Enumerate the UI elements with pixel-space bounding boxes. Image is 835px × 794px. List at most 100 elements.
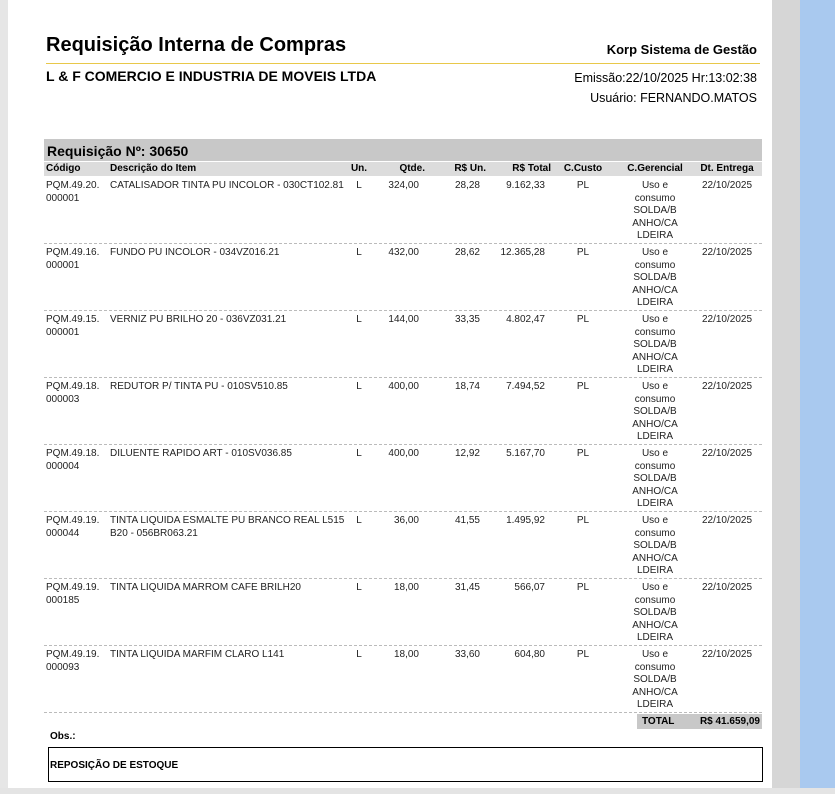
delivery-date: 22/10/2025 xyxy=(701,381,753,392)
system-name: Korp Sistema de Gestão xyxy=(606,42,757,57)
unit-price: 41,55 xyxy=(454,515,480,526)
column-header: C.Custo xyxy=(563,163,603,174)
quantity: 324,00 xyxy=(388,180,419,191)
quantity: 18,00 xyxy=(393,582,419,593)
scroll-edge xyxy=(0,788,835,794)
quantity: 36,00 xyxy=(393,515,419,526)
cost-center: PL xyxy=(576,582,590,593)
line-total: 7.494,52 xyxy=(506,381,545,392)
column-header: R$ Total xyxy=(512,163,551,174)
delivery-date: 22/10/2025 xyxy=(701,314,753,325)
cost-center: PL xyxy=(576,314,590,325)
quantity: 432,00 xyxy=(388,247,419,258)
unit: L xyxy=(356,381,362,392)
title: Requisição Interna de Compras xyxy=(46,34,347,56)
description: DILUENTE RAPIDO ART - 010SV036.85 xyxy=(110,448,292,459)
company-name: L & F COMERCIO E INDUSTRIA DE MOVEIS LTD… xyxy=(46,68,377,84)
cost-center: PL xyxy=(576,448,590,459)
unit: L xyxy=(356,247,362,258)
cost-center: PL xyxy=(576,381,590,392)
row-separator xyxy=(44,444,762,445)
column-header: Un. xyxy=(350,163,368,174)
title-rule xyxy=(46,63,760,64)
unit-price: 33,35 xyxy=(454,314,480,325)
code: PQM.49.19.000185 xyxy=(46,582,100,606)
unit-price: 28,28 xyxy=(454,180,480,191)
cost-center: PL xyxy=(576,180,590,191)
row-separator xyxy=(44,712,762,713)
line-total: 566,07 xyxy=(514,582,545,593)
line-total: 12.365,28 xyxy=(500,247,546,258)
management-center: Uso e consumo SOLDA/BANHO/CALDEIRA xyxy=(632,247,678,308)
description: CATALISADOR TINTA PU INCOLOR - 030CT102.… xyxy=(110,180,344,191)
requisition-band xyxy=(44,139,762,161)
quantity: 18,00 xyxy=(393,649,419,660)
column-header: Descrição do Item xyxy=(110,163,197,174)
description: TINTA LIQUIDA ESMALTE PU BRANCO REAL L51… xyxy=(110,515,345,539)
delivery-date: 22/10/2025 xyxy=(701,247,753,258)
row-separator xyxy=(44,310,762,311)
issued: Emissão:22/10/2025 Hr:13:02:38 xyxy=(574,71,757,85)
row-separator xyxy=(44,578,762,579)
code: PQM.49.18.000004 xyxy=(46,448,100,472)
unit: L xyxy=(356,314,362,325)
cost-center: PL xyxy=(576,649,590,660)
delivery-date: 22/10/2025 xyxy=(701,582,753,593)
delivery-date: 22/10/2025 xyxy=(701,649,753,660)
delivery-date: 22/10/2025 xyxy=(701,448,753,459)
report-page xyxy=(0,0,800,788)
management-center: Uso e consumo SOLDA/BANHO/CALDEIRA xyxy=(632,180,678,241)
management-center: Uso e consumo SOLDA/BANHO/CALDEIRA xyxy=(632,649,678,710)
column-header: Qtde. xyxy=(399,163,425,174)
unit-price: 12,92 xyxy=(454,448,480,459)
description: TINTA LIQUIDA MARFIM CLARO L141 xyxy=(110,649,285,660)
row-separator xyxy=(44,243,762,244)
column-header: Dt. Entrega xyxy=(700,163,754,174)
unit: L xyxy=(356,180,362,191)
delivery-date: 22/10/2025 xyxy=(701,515,753,526)
line-total: 604,80 xyxy=(514,649,545,660)
code: PQM.49.19.000093 xyxy=(46,649,100,673)
description: REDUTOR P/ TINTA PU - 010SV510.85 xyxy=(110,381,288,392)
obs-label: Obs.: xyxy=(50,731,76,742)
management-center: Uso e consumo SOLDA/BANHO/CALDEIRA xyxy=(632,448,678,509)
total-band xyxy=(637,714,762,729)
line-total: 5.167,70 xyxy=(506,448,545,459)
row-separator xyxy=(44,377,762,378)
obs-box xyxy=(48,747,763,782)
unit-price: 31,45 xyxy=(454,582,480,593)
management-center: Uso e consumo SOLDA/BANHO/CALDEIRA xyxy=(632,582,678,643)
line-total: 1.495,92 xyxy=(506,515,545,526)
column-header: C.Gerencial xyxy=(627,163,683,174)
unit: L xyxy=(356,448,362,459)
description: VERNIZ PU BRILHO 20 - 036VZ031.21 xyxy=(110,314,287,325)
quantity: 144,00 xyxy=(388,314,419,325)
obs-text: REPOSIÇÃO DE ESTOQUE xyxy=(50,760,179,771)
code: PQM.49.19.000044 xyxy=(46,515,100,539)
requisition-number: Requisição Nº: 30650 xyxy=(47,143,189,159)
row-separator xyxy=(44,645,762,646)
cost-center: PL xyxy=(576,247,590,258)
quantity: 400,00 xyxy=(388,381,419,392)
header-band xyxy=(44,162,762,176)
line-total: 4.802,47 xyxy=(506,314,545,325)
description: FUNDO PU INCOLOR - 034VZ016.21 xyxy=(110,247,280,258)
quantity: 400,00 xyxy=(388,448,419,459)
row-separator xyxy=(44,511,762,512)
unit: L xyxy=(356,515,362,526)
unit: L xyxy=(356,649,362,660)
user: Usuário: FERNANDO.MATOS xyxy=(590,91,757,105)
unit-price: 33,60 xyxy=(454,649,480,660)
code: PQM.49.18.000003 xyxy=(46,381,100,405)
total-label: TOTAL xyxy=(642,716,675,727)
management-center: Uso e consumo SOLDA/BANHO/CALDEIRA xyxy=(632,314,678,375)
unit-price: 18,74 xyxy=(454,381,480,392)
line-total: 9.162,33 xyxy=(506,180,545,191)
description: TINTA LIQUIDA MARROM CAFE BRILH20 xyxy=(110,582,301,593)
column-header: Código xyxy=(46,163,81,174)
delivery-date: 22/10/2025 xyxy=(701,180,753,191)
code: PQM.49.15.000001 xyxy=(46,314,100,338)
column-header: R$ Un. xyxy=(454,163,486,174)
code: PQM.49.16.000001 xyxy=(46,247,100,271)
